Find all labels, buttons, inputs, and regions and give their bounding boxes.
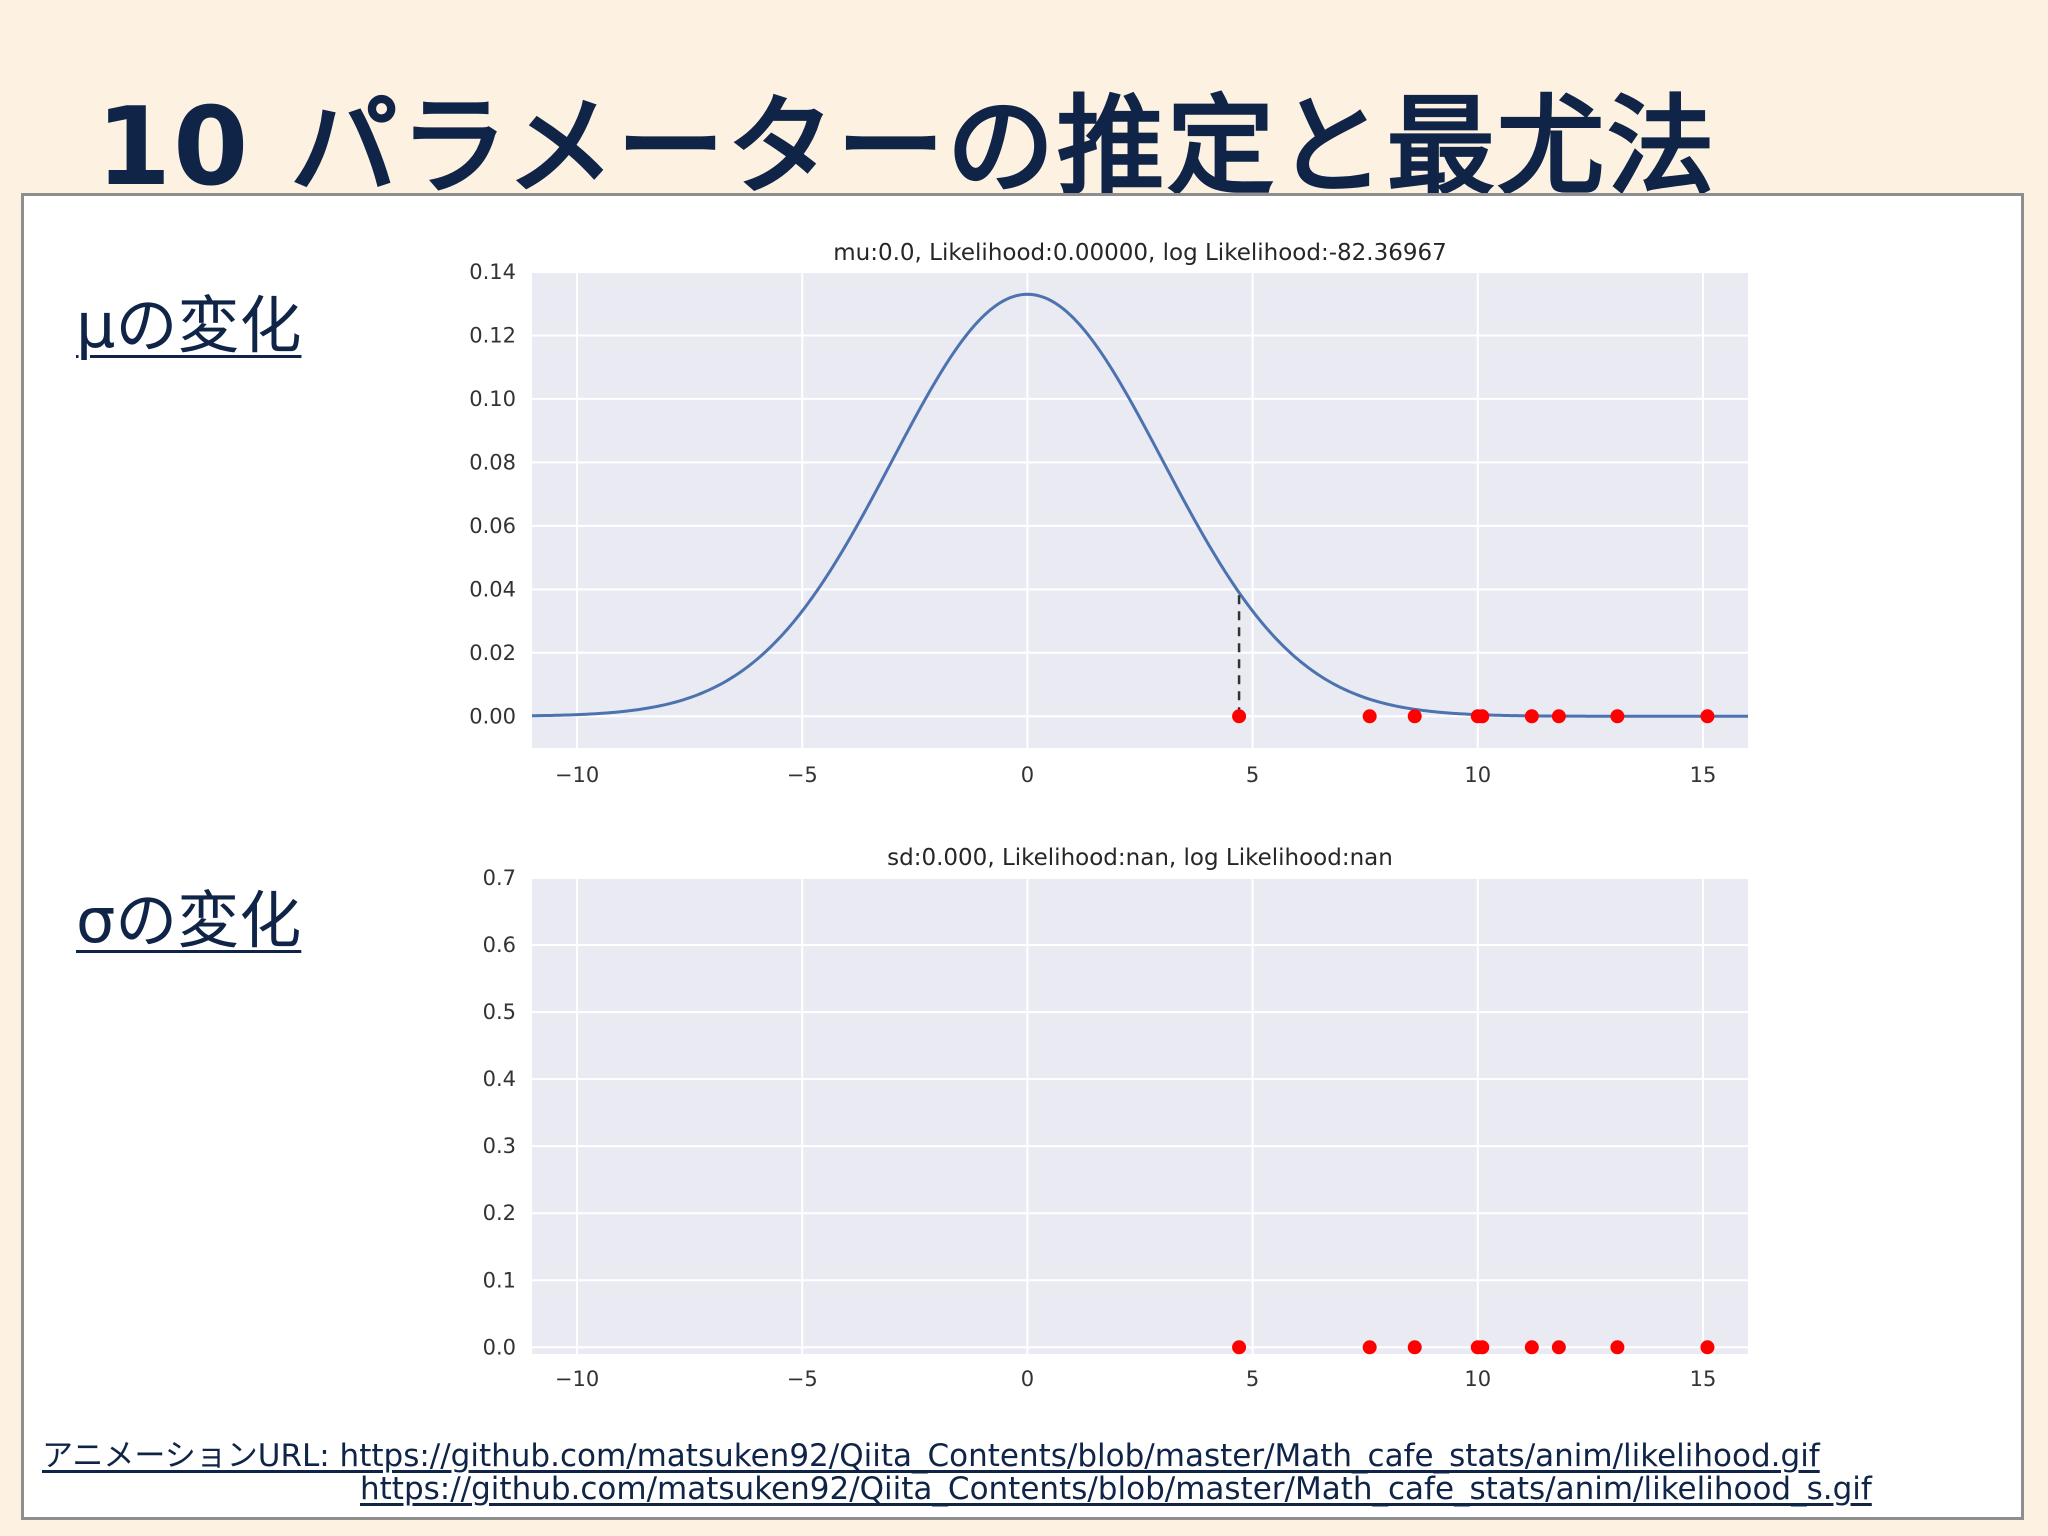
chart-1: mu:0.0, Likelihood:0.00000, log Likeliho…	[469, 240, 1748, 787]
data-point	[1362, 709, 1377, 724]
plot-area	[532, 272, 1748, 748]
y-tick-label: 0.3	[483, 1134, 516, 1158]
y-tick-label: 0.00	[469, 704, 516, 728]
sigma-change-label: σの変化	[76, 884, 302, 957]
data-point	[1407, 709, 1422, 724]
x-tick-label: −5	[787, 763, 818, 787]
y-tick-label: 0.06	[469, 514, 516, 538]
mu-change-label: μの変化	[76, 289, 302, 362]
data-point	[1551, 1340, 1566, 1355]
x-tick-label: −10	[555, 1367, 599, 1391]
chart-2: sd:0.000, Likelihood:nan, log Likelihood…	[483, 845, 1748, 1391]
y-tick-label: 0.12	[469, 323, 516, 347]
x-tick-label: −5	[787, 1367, 818, 1391]
y-tick-label: 0.4	[483, 1067, 516, 1091]
x-tick-label: 15	[1690, 1367, 1717, 1391]
y-tick-label: 0.5	[483, 1000, 516, 1024]
y-tick-label: 0.7	[483, 866, 516, 890]
y-tick-label: 0.08	[469, 450, 516, 474]
x-tick-label: 5	[1246, 763, 1259, 787]
y-tick-label: 0.02	[469, 641, 516, 665]
data-point	[1407, 1340, 1422, 1355]
y-tick-label: 0.14	[469, 260, 516, 284]
y-tick-label: 0.1	[483, 1268, 516, 1292]
data-point	[1700, 709, 1715, 724]
x-tick-label: 15	[1690, 763, 1717, 787]
data-point	[1524, 1340, 1539, 1355]
data-point	[1475, 709, 1490, 724]
y-tick-label: 0.10	[469, 387, 516, 411]
x-tick-label: 5	[1246, 1367, 1259, 1391]
data-point	[1551, 709, 1566, 724]
y-tick-label: 0.2	[483, 1201, 516, 1225]
density-curve	[531, 292, 1748, 718]
data-point	[1700, 1340, 1715, 1355]
x-tick-label: −10	[555, 763, 599, 787]
y-tick-label: 0.04	[469, 577, 516, 601]
x-tick-label: 10	[1464, 763, 1491, 787]
x-tick-label: 10	[1464, 1367, 1491, 1391]
data-point	[1610, 1340, 1625, 1355]
slide-title: 10 パラメーターの推定と最尤法	[96, 85, 1717, 210]
animation-url-link-1[interactable]: アニメーションURL: https://github.com/matsuken9…	[42, 1438, 1820, 1474]
x-tick-label: 0	[1021, 763, 1034, 787]
chart-title: sd:0.000, Likelihood:nan, log Likelihood…	[887, 845, 1393, 871]
data-point	[1362, 1340, 1377, 1355]
data-point	[1524, 709, 1539, 724]
y-tick-label: 0.0	[483, 1335, 516, 1359]
plot-area	[532, 878, 1748, 1354]
data-point	[1475, 1340, 1490, 1355]
chart-title: mu:0.0, Likelihood:0.00000, log Likeliho…	[833, 240, 1447, 266]
data-point	[1610, 709, 1625, 724]
data-point	[1232, 1340, 1247, 1355]
y-tick-label: 0.6	[483, 933, 516, 957]
animation-url-link-2[interactable]: https://github.com/matsuken92/Qiita_Cont…	[360, 1471, 1872, 1507]
data-point	[1232, 709, 1247, 724]
x-tick-label: 0	[1021, 1367, 1034, 1391]
